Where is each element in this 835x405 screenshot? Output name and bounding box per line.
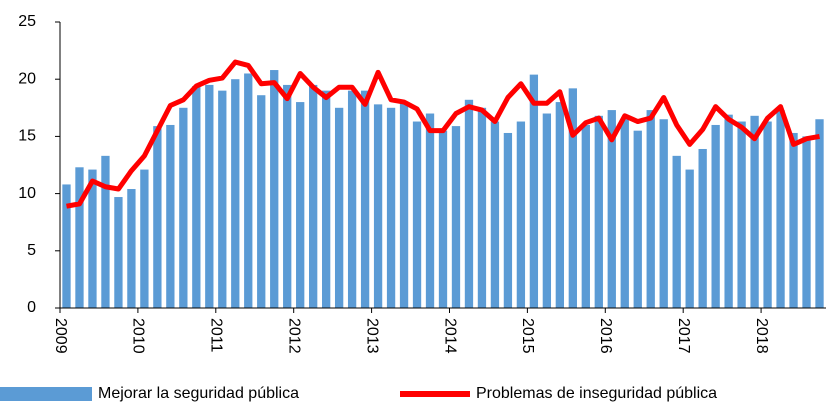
bar <box>646 110 655 308</box>
bar <box>711 124 720 309</box>
x-tick-label: 2015 <box>519 318 536 354</box>
bar <box>75 167 84 308</box>
x-tick-label: 2018 <box>753 318 770 354</box>
bar <box>88 169 97 308</box>
x-tick-label: 2013 <box>363 318 380 354</box>
bar <box>257 95 266 308</box>
bar <box>490 121 500 308</box>
legend-label: Mejorar la seguridad pública <box>98 385 299 402</box>
y-tick-label: 20 <box>18 70 36 87</box>
bar <box>412 121 422 308</box>
bar <box>698 148 707 308</box>
bar <box>464 99 474 309</box>
x-tick-label: 2014 <box>441 318 458 354</box>
bar <box>399 102 409 308</box>
y-tick-label: 25 <box>18 13 36 30</box>
bar <box>581 124 590 309</box>
bar <box>321 90 331 308</box>
bar <box>360 90 370 308</box>
bar <box>192 86 201 309</box>
bar <box>477 107 487 308</box>
bar <box>529 74 539 309</box>
bar <box>438 130 448 308</box>
bar <box>802 136 811 308</box>
y-tick-label: 0 <box>27 299 36 316</box>
bar <box>815 119 824 309</box>
x-tick-label: 2010 <box>130 318 147 354</box>
bar <box>244 73 253 308</box>
bar <box>672 155 681 308</box>
bar <box>373 104 383 308</box>
x-tick-label: 2016 <box>597 318 614 354</box>
bar <box>386 107 396 308</box>
bar <box>750 115 759 308</box>
y-tick-label: 5 <box>27 242 36 259</box>
bar <box>503 132 513 308</box>
bar <box>620 119 629 309</box>
bar <box>270 70 279 308</box>
bar <box>296 102 305 308</box>
bar <box>347 90 357 308</box>
bar <box>127 189 136 308</box>
line <box>66 59 820 209</box>
bar <box>179 107 188 308</box>
bar <box>776 110 785 308</box>
bar <box>218 90 227 308</box>
bar <box>231 79 240 308</box>
bar <box>140 169 149 308</box>
bar <box>659 119 668 309</box>
x-tick-label: 2009 <box>52 318 69 354</box>
bar <box>101 155 110 308</box>
y-tick-label: 10 <box>18 185 36 202</box>
bar <box>114 197 123 308</box>
bar <box>555 102 565 308</box>
x-tick-label: 2012 <box>285 318 302 354</box>
bar <box>789 132 798 308</box>
bar <box>334 107 344 308</box>
bar <box>724 114 733 308</box>
bar <box>607 110 616 308</box>
legend-label: Problemas de inseguridad pública <box>476 385 717 402</box>
bar <box>153 126 162 308</box>
legend-swatch <box>0 387 92 401</box>
bar <box>309 84 318 308</box>
bar <box>594 115 603 308</box>
bar <box>737 121 746 308</box>
bar <box>283 84 292 308</box>
y-tick-label: 15 <box>18 128 36 145</box>
bar <box>568 88 577 309</box>
x-tick-label: 2017 <box>675 318 692 354</box>
bar <box>763 121 772 308</box>
bar <box>166 124 175 309</box>
bar <box>542 113 552 309</box>
bar <box>62 184 71 308</box>
bar <box>425 113 435 309</box>
bar <box>205 84 214 308</box>
bar <box>451 126 461 308</box>
bar <box>516 121 526 308</box>
bar <box>685 169 694 308</box>
bar <box>633 130 642 308</box>
x-tick-label: 2011 <box>208 318 225 353</box>
